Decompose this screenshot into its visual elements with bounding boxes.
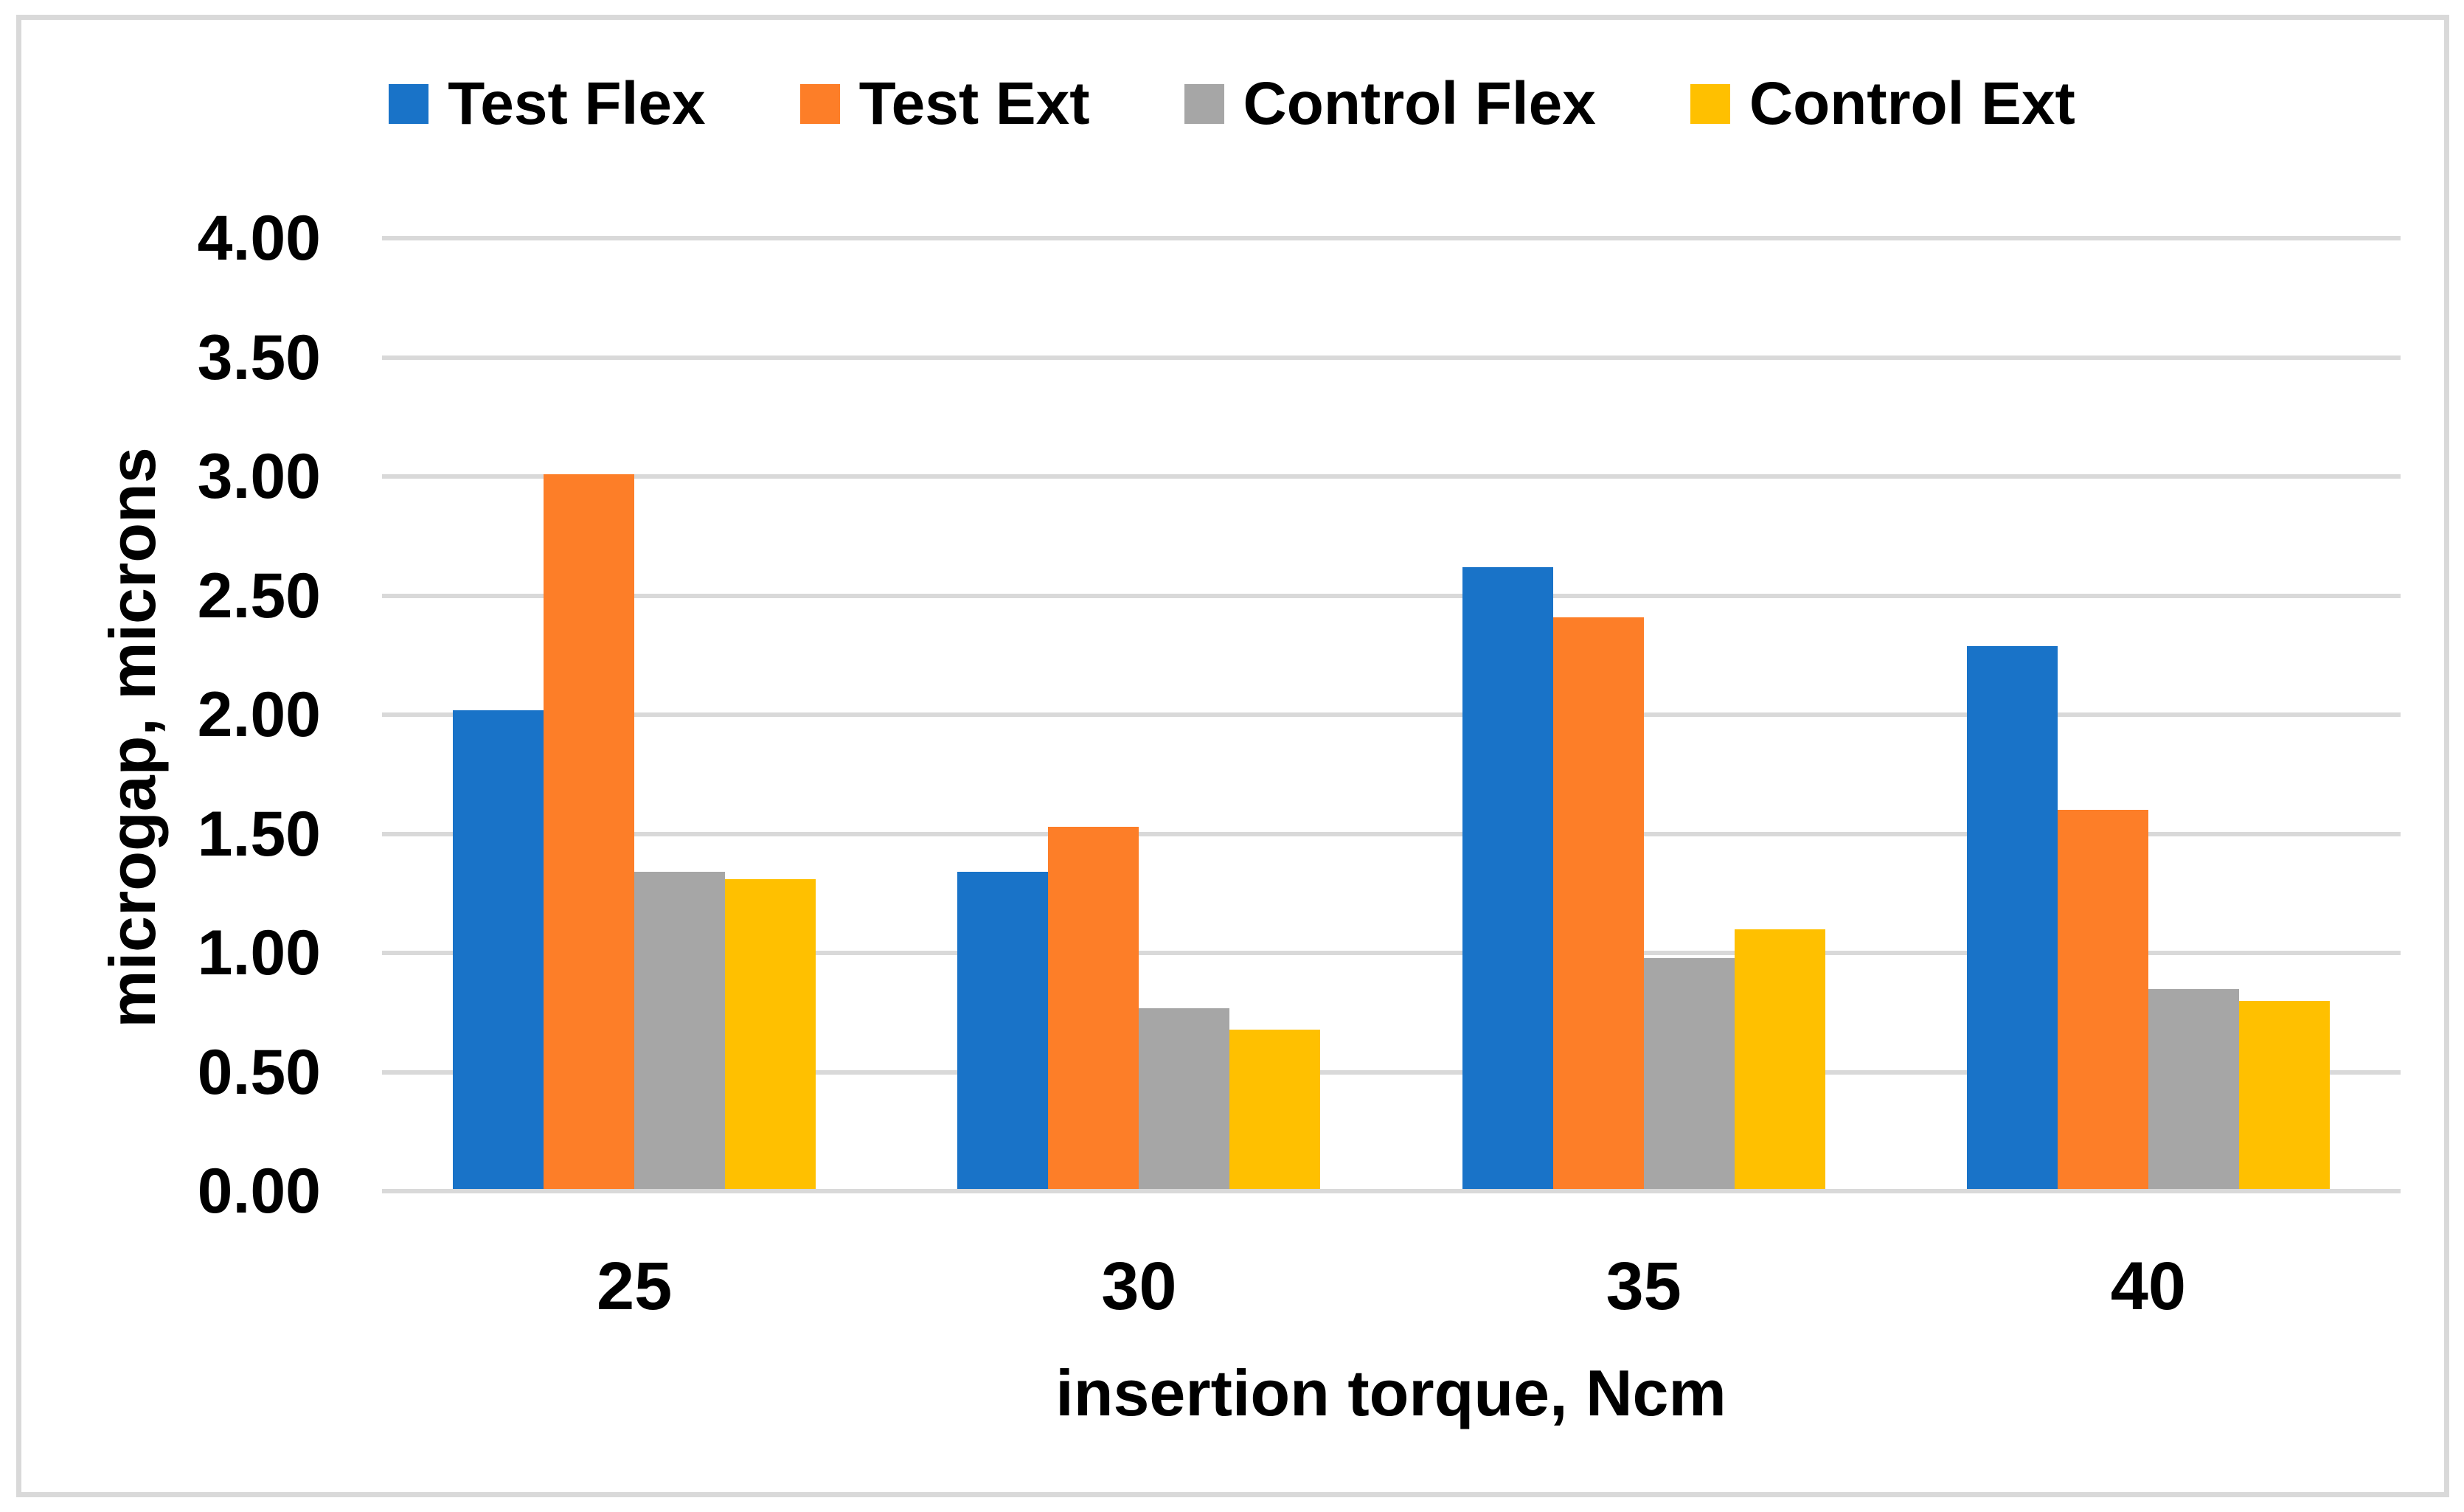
legend-label: Test Flex <box>448 70 706 137</box>
legend-swatch-icon <box>799 84 840 124</box>
x-tick-label-35: 35 <box>1606 1249 1682 1324</box>
x-tick-label-30: 30 <box>1101 1249 1177 1324</box>
y-tick-label-2.50: 2.50 <box>197 560 321 631</box>
legend-swatch-icon <box>389 84 429 124</box>
bar-control-flex-25 <box>634 872 726 1189</box>
gridline <box>382 593 2401 598</box>
gridline <box>382 1069 2401 1075</box>
legend-item-test-ext: Test Ext <box>799 70 1090 137</box>
gridline <box>382 355 2401 360</box>
y-tick-label-0.50: 0.50 <box>197 1036 321 1108</box>
bar-control-ext-35 <box>1734 929 1825 1189</box>
legend-item-control-ext: Control Ext <box>1690 74 2075 134</box>
legend-label: Control Ext <box>1749 70 2075 137</box>
plot-area <box>382 236 2401 1193</box>
bar-control-flex-40 <box>2148 988 2239 1189</box>
gridline <box>382 712 2401 717</box>
legend-item-test-flex: Test Flex <box>389 70 706 137</box>
bar-control-ext-30 <box>1229 1029 1321 1189</box>
gridline <box>382 474 2401 479</box>
bar-test-flex-40 <box>1966 645 2058 1189</box>
bar-control-flex-30 <box>1139 1008 1230 1189</box>
x-tick-label-25: 25 <box>596 1249 673 1324</box>
bar-control-ext-25 <box>725 879 816 1189</box>
x-axis-line <box>382 1189 2401 1193</box>
x-tick-label-40: 40 <box>2110 1249 2187 1324</box>
y-tick-label-1.50: 1.50 <box>197 798 321 870</box>
bar-test-flex-30 <box>957 872 1049 1189</box>
x-axis-title: insertion torque, Ncm <box>1055 1356 1726 1429</box>
y-tick-label-2.00: 2.00 <box>197 679 321 750</box>
y-tick-label-4.00: 4.00 <box>197 203 321 274</box>
bar-control-ext-40 <box>2238 1000 2330 1189</box>
y-tick-label-1.00: 1.00 <box>197 918 321 988</box>
legend-label: Control Flex <box>1243 70 1596 137</box>
y-tick-label-3.00: 3.00 <box>197 441 321 512</box>
y-tick-label-0.00: 0.00 <box>197 1156 321 1227</box>
legend-item-control-flex: Control Flex <box>1184 74 1596 134</box>
bar-control-flex-35 <box>1643 957 1735 1189</box>
chart-legend: Test Flex Test Ext Control Flex Control Ext <box>0 74 2464 134</box>
bar-test-ext-40 <box>2057 810 2148 1189</box>
bar-test-flex-25 <box>453 710 544 1189</box>
bar-test-ext-30 <box>1048 827 1139 1189</box>
bar-test-ext-35 <box>1552 617 1644 1189</box>
legend-label: Test Ext <box>858 70 1090 137</box>
bar-test-ext-25 <box>544 474 635 1189</box>
gridline <box>382 951 2401 955</box>
legend-swatch-icon <box>1184 84 1224 124</box>
legend-swatch-icon <box>1690 84 1730 124</box>
y-tick-label-3.50: 3.50 <box>197 322 321 393</box>
gridline <box>382 236 2401 240</box>
gridline <box>382 831 2401 836</box>
bar-test-flex-35 <box>1462 566 1553 1189</box>
